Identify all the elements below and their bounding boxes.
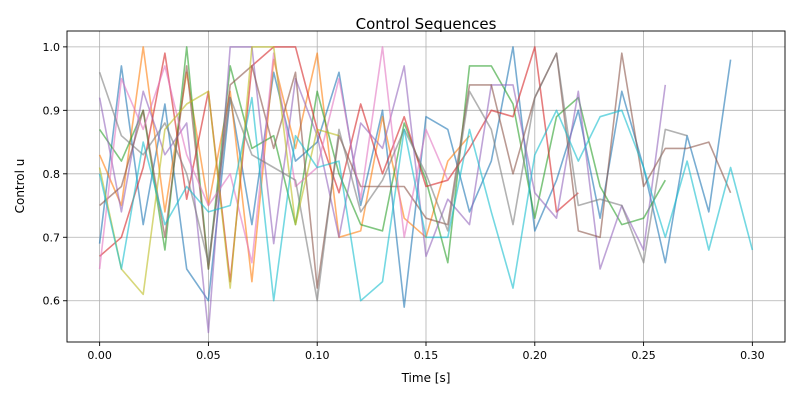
series-line-10 <box>98 96 754 302</box>
x-tick-label: 0.10 <box>305 349 330 362</box>
series-line-8 <box>98 52 688 302</box>
series-line-9 <box>98 46 340 296</box>
y-tick-label: 0.8 <box>43 168 61 181</box>
x-tick-label: 0.25 <box>631 349 656 362</box>
x-tick-label: 0.00 <box>87 349 112 362</box>
x-tick-label: 0.20 <box>523 349 548 362</box>
series-line-6 <box>99 52 732 289</box>
x-tick-label: 0.30 <box>740 349 765 362</box>
x-tick-label: 0.15 <box>414 349 439 362</box>
y-tick-label: 0.7 <box>43 231 61 244</box>
y-tick-label: 0.6 <box>43 295 61 308</box>
series-line-3 <box>98 46 666 270</box>
y-axis-ticks: 0.6 0.7 0.8 0.9 1.0 <box>43 41 67 308</box>
x-axis-ticks: 0.00 0.05 0.10 0.15 0.20 0.25 0.30 <box>87 342 765 362</box>
y-tick-label: 1.0 <box>43 41 61 54</box>
y-tick-label: 0.9 <box>43 104 61 117</box>
chart-title: Control Sequences <box>356 15 497 33</box>
x-axis-label: Time [s] <box>401 371 451 385</box>
x-tick-label: 0.05 <box>196 349 221 362</box>
series-group <box>98 46 754 334</box>
series-line-5 <box>98 46 667 334</box>
y-axis-label: Control u <box>13 159 27 214</box>
